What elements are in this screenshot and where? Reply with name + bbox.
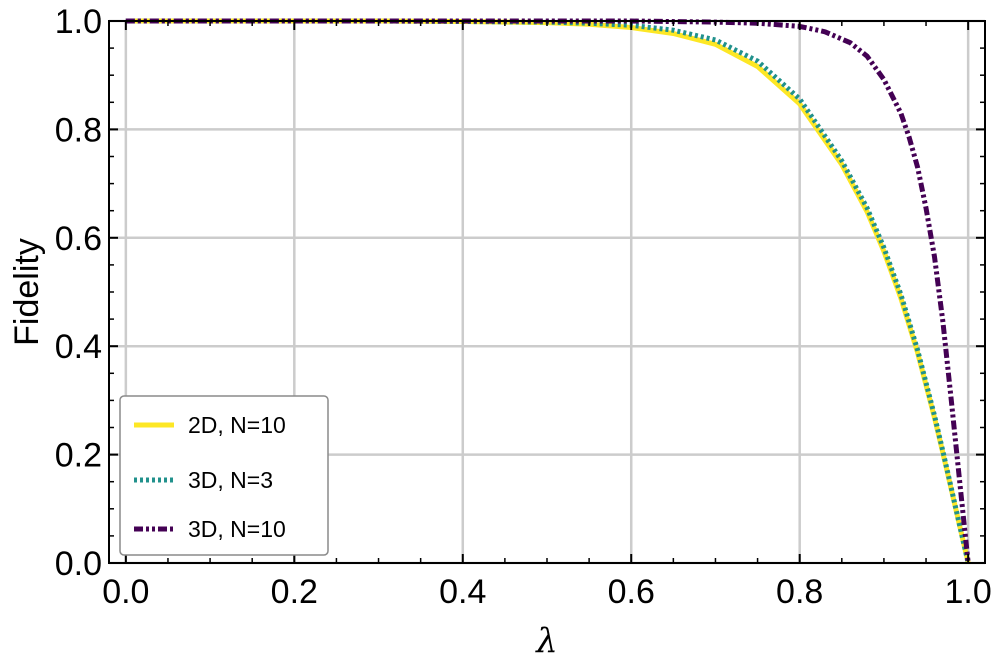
y-tick-label-5: 1.0 (55, 3, 102, 41)
x-tick-label-3: 0.6 (608, 573, 655, 611)
y-axis-label: Fidelity (8, 238, 46, 346)
legend-box (119, 395, 329, 556)
x-axis-label: λ (534, 621, 558, 661)
x-tick-label-1: 0.2 (271, 573, 318, 611)
y-tick-label-3: 0.6 (55, 220, 102, 258)
legend-label-2d-n10: 2D, N=10 (188, 412, 286, 438)
legend: 2D, N=10 3D, N=3 3D, N=10 (119, 395, 329, 556)
y-tick-label-0: 0.0 (55, 545, 102, 583)
axis-ticks (109, 20, 985, 564)
tick-labels: 0.0 0.2 0.4 0.6 0.8 1.0 0.0 0.2 0.4 0.6 0.8 1.0 (55, 3, 992, 611)
x-tick-label-5: 1.0 (945, 573, 992, 611)
legend-label-3d-n3: 3D, N=3 (188, 467, 273, 493)
y-tick-label-4: 0.8 (55, 111, 102, 149)
series-line-2 (125, 18, 971, 564)
x-tick-label-4: 0.8 (776, 573, 823, 611)
y-tick-label-2: 0.4 (55, 328, 102, 366)
x-tick-label-0: 0.0 (102, 573, 149, 611)
x-tick-label-2: 0.4 (439, 573, 486, 611)
legend-label-3d-n10: 3D, N=10 (188, 516, 286, 542)
y-tick-label-1: 0.2 (55, 437, 102, 475)
